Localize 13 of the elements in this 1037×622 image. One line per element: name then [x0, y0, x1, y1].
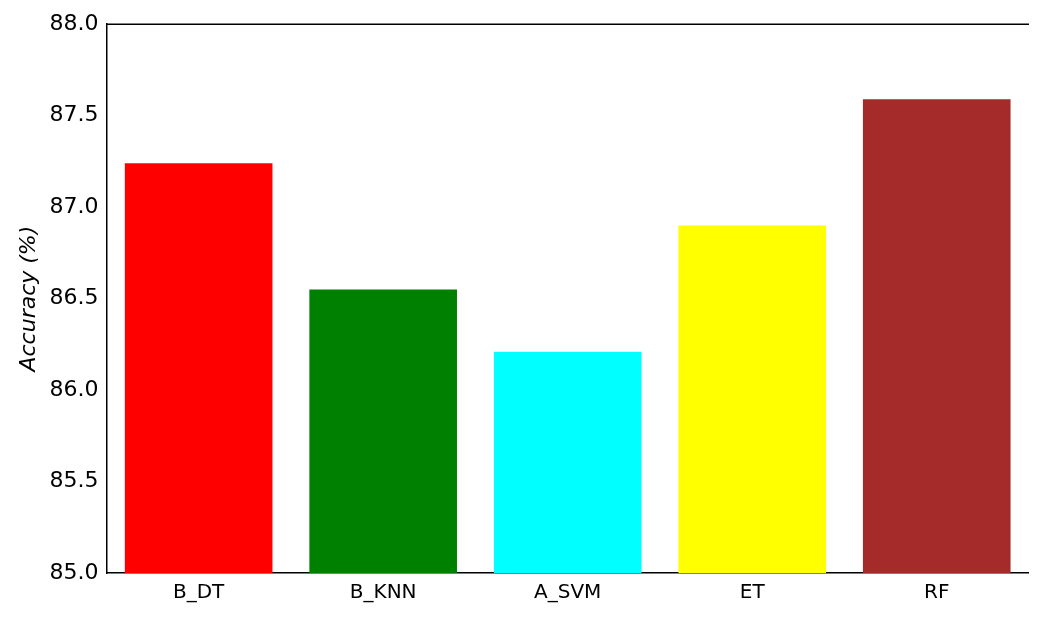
y-tick-label: 85.0: [49, 558, 99, 584]
x-tick-label: B_KNN: [349, 579, 417, 604]
y-tick-label: 85.5: [49, 467, 99, 493]
y-tick-label: 86.0: [49, 375, 99, 401]
x-tick-label: RF: [924, 579, 950, 604]
y-tick-label: 86.5: [49, 284, 99, 310]
y-tick-label: 87.5: [49, 101, 99, 127]
x-tick-label: A_SVM: [534, 579, 602, 604]
y-tick-label: 87.0: [49, 192, 99, 218]
y-axis-title: Accuracy (%): [14, 225, 40, 374]
y-tick-label: 88.0: [49, 9, 99, 35]
x-tick-label: ET: [739, 579, 766, 604]
x-tick-label: B_DT: [172, 579, 226, 604]
